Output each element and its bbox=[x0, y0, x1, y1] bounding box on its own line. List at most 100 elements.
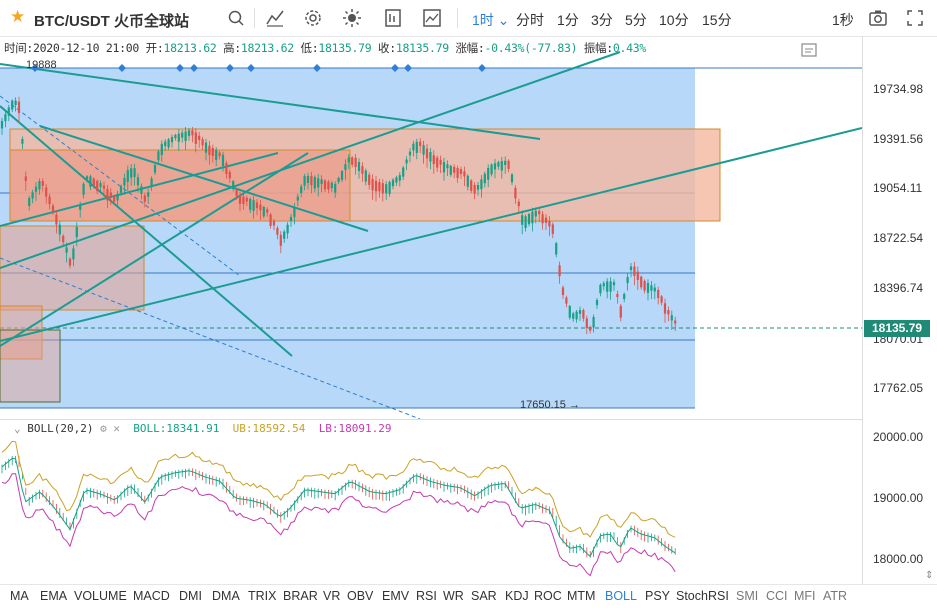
scroll-arrow-icon[interactable]: ⇕ bbox=[925, 570, 934, 581]
indicator-tab-ema[interactable]: EMA bbox=[40, 589, 68, 603]
indicator-tab-dmi[interactable]: DMI bbox=[179, 589, 202, 603]
price-tick: 17762.05 bbox=[873, 381, 924, 395]
box-drawing[interactable] bbox=[0, 225, 145, 311]
indicator-tab-smi[interactable]: SMI bbox=[736, 589, 759, 603]
candle-body bbox=[572, 313, 575, 319]
candle-body bbox=[102, 185, 106, 189]
candle-body bbox=[606, 281, 609, 292]
indicator-tab-trix[interactable]: TRIX bbox=[248, 589, 277, 603]
candle-body bbox=[589, 327, 592, 331]
price-axis[interactable]: 19734.98 19391.56 19054.11 18722.54 1839… bbox=[862, 36, 937, 419]
candle-body bbox=[320, 179, 323, 184]
pane-divider[interactable] bbox=[0, 419, 862, 420]
candle-body bbox=[31, 192, 34, 199]
chart-image-icon[interactable] bbox=[421, 7, 443, 29]
candle-body bbox=[534, 210, 537, 217]
indicator-tab-cci[interactable]: CCI bbox=[766, 589, 788, 603]
candle-body bbox=[75, 226, 78, 238]
candle-body bbox=[143, 195, 146, 202]
candle-body bbox=[493, 163, 497, 170]
indicator-tab-brar[interactable]: BRAR bbox=[283, 589, 318, 603]
indicator-tab-kdj[interactable]: KDJ bbox=[505, 589, 529, 603]
note-icon[interactable] bbox=[800, 42, 818, 58]
camera-icon[interactable] bbox=[867, 7, 889, 29]
low-value: 18135.79 bbox=[318, 41, 372, 55]
candle-body bbox=[527, 214, 531, 225]
candle-body bbox=[170, 137, 174, 143]
candle-body bbox=[551, 224, 554, 234]
indicator-tab-dma[interactable]: DMA bbox=[212, 589, 240, 603]
favorite-star-icon[interactable]: ★ bbox=[10, 7, 26, 26]
search-icon[interactable] bbox=[225, 7, 247, 29]
indicator-tab-vr[interactable]: VR bbox=[323, 589, 341, 603]
candle-body bbox=[609, 281, 612, 292]
candle-body bbox=[238, 195, 242, 204]
candle-body bbox=[109, 192, 112, 197]
candle-body bbox=[653, 287, 656, 292]
timeframe-tick[interactable]: 分时 bbox=[516, 12, 544, 28]
event-markers[interactable] bbox=[31, 64, 486, 72]
timeframe-1m[interactable]: 1分 bbox=[557, 12, 579, 28]
candle-body bbox=[667, 310, 670, 315]
indicator-tab-rsi[interactable]: RSI bbox=[416, 589, 437, 603]
chart-indicator-icon[interactable] bbox=[264, 7, 286, 29]
boll-axis-tick: 19000.00 bbox=[873, 491, 924, 505]
trend-lines[interactable] bbox=[0, 51, 862, 357]
candle-body bbox=[442, 162, 446, 173]
candle-body bbox=[412, 143, 415, 151]
candlestick-chart[interactable]: 19888 bbox=[0, 36, 862, 419]
indicator-tab-volume[interactable]: VOLUME bbox=[74, 589, 127, 603]
timeframe-3m[interactable]: 3分 bbox=[591, 12, 613, 28]
candle-body bbox=[568, 306, 571, 318]
time-value: 2020-12-10 21:00 bbox=[33, 41, 140, 55]
price-tick: 18722.54 bbox=[873, 231, 924, 245]
indicator-tab-emv[interactable]: EMV bbox=[382, 589, 410, 603]
indicator-tab-roc[interactable]: ROC bbox=[534, 589, 562, 603]
candle-body bbox=[565, 297, 568, 304]
candle-body bbox=[48, 196, 51, 204]
indicator-tab-mfi[interactable]: MFI bbox=[794, 589, 816, 603]
fullscreen-icon[interactable] bbox=[904, 7, 926, 29]
candle-body bbox=[327, 181, 330, 190]
indicator-tab-psy[interactable]: PSY bbox=[645, 589, 671, 603]
refresh-interval[interactable]: 1秒 bbox=[832, 12, 854, 28]
indicator-tab-macd[interactable]: MACD bbox=[133, 589, 170, 603]
indicator-tab-atr[interactable]: ATR bbox=[823, 589, 848, 603]
indicator-tab-boll[interactable]: BOLL bbox=[605, 589, 637, 603]
symbol-title[interactable]: BTC/USDT 火币全球站 bbox=[34, 13, 189, 30]
timeframe-5m[interactable]: 5分 bbox=[625, 12, 647, 28]
indicator-tab-mtm[interactable]: MTM bbox=[567, 589, 596, 603]
boll-settings-icon[interactable]: ⚙ bbox=[100, 422, 107, 435]
indicator-tab-stochrsi[interactable]: StochRSI bbox=[676, 589, 729, 603]
collapse-chevron-icon[interactable]: ⌄ bbox=[14, 422, 21, 435]
candle-body bbox=[456, 168, 459, 178]
candle-body bbox=[313, 177, 316, 189]
low-label: 低: bbox=[300, 41, 319, 55]
indicator-tab-obv[interactable]: OBV bbox=[347, 589, 374, 603]
candle-body bbox=[303, 176, 306, 186]
boll-close-icon[interactable]: ✕ bbox=[113, 422, 120, 435]
box-drawing[interactable] bbox=[0, 329, 61, 403]
boll-middle-band bbox=[1, 457, 676, 558]
candle-body bbox=[181, 132, 184, 138]
candle-body bbox=[595, 300, 599, 306]
timeframe-1h[interactable]: 1时 ⌄ bbox=[472, 12, 510, 28]
indicator-tab-ma[interactable]: MA bbox=[10, 589, 29, 603]
timeframe-10m[interactable]: 10分 bbox=[659, 12, 689, 28]
settings-gear-icon[interactable] bbox=[302, 7, 324, 29]
candle-body bbox=[674, 320, 677, 324]
boll-indicator-chart[interactable] bbox=[0, 436, 862, 584]
boll-upper-value: UB:18592.54 bbox=[232, 422, 306, 435]
candle-body bbox=[612, 282, 616, 286]
timeframe-15m[interactable]: 15分 bbox=[702, 12, 732, 28]
indicator-tab-sar[interactable]: SAR bbox=[471, 589, 497, 603]
indicator-tab-wr[interactable]: WR bbox=[443, 589, 464, 603]
candle-body bbox=[381, 183, 384, 194]
candle-body bbox=[92, 178, 95, 186]
candle-body bbox=[364, 170, 367, 182]
ohlc-info-bar: 时间:2020-12-10 21:00 开:18213.62 高:18213.6… bbox=[4, 40, 646, 56]
layout-icon[interactable] bbox=[382, 7, 404, 29]
candle-body bbox=[640, 276, 643, 288]
theme-sun-icon[interactable] bbox=[341, 7, 363, 29]
candle-body bbox=[483, 173, 486, 184]
